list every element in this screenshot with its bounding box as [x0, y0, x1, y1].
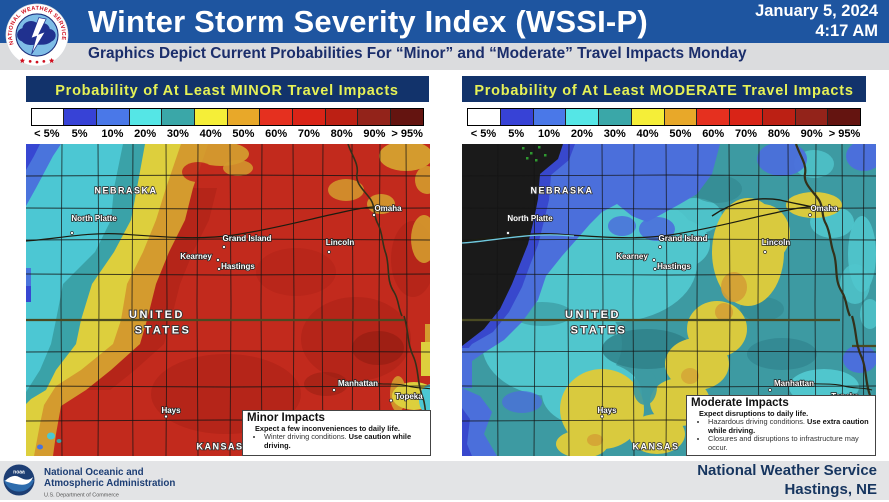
svg-text:Lincoln: Lincoln	[762, 238, 791, 247]
svg-text:NEBRASKA: NEBRASKA	[530, 186, 593, 196]
svg-text:Hastings: Hastings	[221, 262, 255, 271]
svg-text:Kearney: Kearney	[616, 252, 648, 261]
svg-text:UNITED: UNITED	[129, 309, 185, 321]
svg-text:Topeka: Topeka	[395, 392, 423, 401]
svg-text:Omaha: Omaha	[810, 204, 838, 213]
svg-text:North Platte: North Platte	[507, 214, 553, 223]
svg-text:noaa: noaa	[13, 470, 25, 476]
svg-text:Hays: Hays	[597, 406, 617, 415]
svg-text:Manhattan: Manhattan	[338, 379, 378, 388]
svg-text:Grand Island: Grand Island	[222, 234, 271, 243]
svg-text:KANSAS: KANSAS	[196, 442, 243, 452]
svg-text:Hastings: Hastings	[657, 262, 691, 271]
svg-text:Lincoln: Lincoln	[325, 238, 354, 247]
svg-text:Manhattan: Manhattan	[774, 379, 814, 388]
svg-text:Hays: Hays	[161, 406, 181, 415]
svg-text:Kearney: Kearney	[180, 252, 212, 261]
svg-text:STATES: STATES	[571, 325, 628, 337]
svg-text:KANSAS: KANSAS	[632, 442, 679, 452]
svg-text:Omaha: Omaha	[374, 204, 402, 213]
svg-text:UNITED: UNITED	[565, 309, 621, 321]
svg-text:STATES: STATES	[134, 325, 191, 337]
svg-text:North Platte: North Platte	[71, 214, 117, 223]
svg-text:NEBRASKA: NEBRASKA	[94, 186, 157, 196]
svg-text:Grand Island: Grand Island	[659, 234, 708, 243]
